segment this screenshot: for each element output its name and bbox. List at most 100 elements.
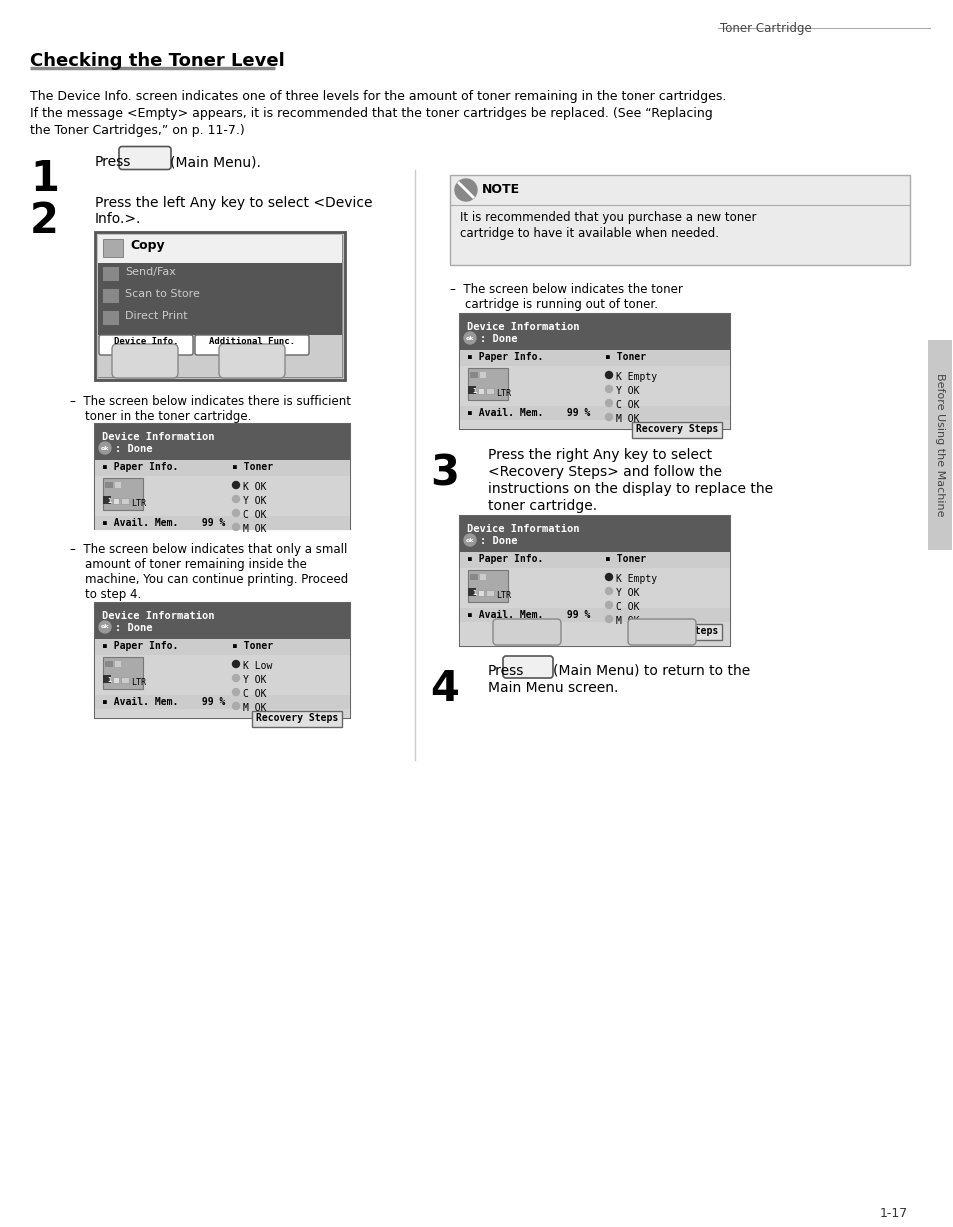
Bar [485,590,494,596]
Bar [112,498,119,504]
Text: : Done: : Done [479,334,517,344]
Text: LTR: LTR [131,499,146,508]
Text: 1: 1 [472,590,476,596]
Bar [479,574,485,580]
Bar [459,517,729,552]
Text: 1: 1 [107,498,112,504]
Text: –  The screen below indicates the toner: – The screen below indicates the toner [450,283,682,296]
Circle shape [605,385,612,393]
Bar [450,175,909,265]
Text: Direct Print: Direct Print [125,310,188,321]
Bar [95,460,350,476]
Bar [470,372,477,378]
Circle shape [99,621,111,633]
Bar [459,609,729,622]
Bar [98,236,341,263]
Text: ▪ Toner: ▪ Toner [604,555,645,564]
Circle shape [233,481,239,488]
Bar [459,350,729,366]
Circle shape [605,616,612,622]
Circle shape [233,509,239,517]
Text: M OK: M OK [616,413,639,425]
Bar [95,232,345,380]
Bar [459,350,729,429]
Text: ▪ Paper Info.: ▪ Paper Info. [102,463,178,472]
Text: to step 4.: to step 4. [70,588,141,601]
Bar [115,482,121,488]
Text: 2: 2 [30,200,59,242]
Text: Recovery Steps: Recovery Steps [636,626,718,636]
Text: Device Information: Device Information [467,524,578,534]
Text: Scan to Store: Scan to Store [125,290,200,299]
FancyBboxPatch shape [194,335,309,355]
Bar [468,571,507,602]
Text: Press: Press [95,155,132,169]
Text: 3: 3 [430,452,458,494]
Text: M OK: M OK [243,524,266,534]
Text: Recovery Steps: Recovery Steps [255,713,337,723]
Text: ▪ Avail. Mem.    99 %: ▪ Avail. Mem. 99 % [467,610,590,620]
Text: ▪ Paper Info.: ▪ Paper Info. [467,352,543,362]
Text: ok: ok [465,537,474,542]
Bar [470,574,477,580]
Bar [103,267,119,281]
Text: –  The screen below indicates there is sufficient: – The screen below indicates there is su… [70,395,351,409]
FancyBboxPatch shape [493,618,560,645]
Text: ▪ Avail. Mem.    99 %: ▪ Avail. Mem. 99 % [467,409,590,418]
Bar [121,677,129,683]
Bar [485,388,494,394]
Bar [95,639,350,718]
Bar [103,675,111,683]
Text: amount of toner remaining inside the: amount of toner remaining inside the [70,558,307,571]
Bar [479,372,485,378]
FancyBboxPatch shape [112,344,178,378]
Text: Main Menu screen.: Main Menu screen. [488,681,618,694]
Text: C OK: C OK [616,400,639,410]
Text: cartridge is running out of toner.: cartridge is running out of toner. [450,298,658,310]
Text: the Toner Cartridges,” on p. 11-7.): the Toner Cartridges,” on p. 11-7.) [30,124,245,137]
Circle shape [605,588,612,595]
Text: ok: ok [101,445,109,450]
Text: (Main Menu) to return to the: (Main Menu) to return to the [553,664,749,679]
Bar [95,425,350,460]
Text: The Device Info. screen indicates one of three levels for the amount of toner re: The Device Info. screen indicates one of… [30,90,725,103]
Bar [115,661,121,667]
Circle shape [605,413,612,421]
Text: ▪ Paper Info.: ▪ Paper Info. [467,555,543,564]
Bar [105,482,112,488]
Bar [103,496,111,504]
Bar [95,639,350,655]
Text: Y OK: Y OK [243,496,266,506]
Bar [459,552,729,568]
Bar [459,552,729,645]
Circle shape [455,179,476,201]
Bar [95,425,350,529]
Text: : Done: : Done [115,444,152,454]
Text: <Recovery Steps> and follow the: <Recovery Steps> and follow the [488,465,721,479]
Text: C OK: C OK [616,602,639,612]
Text: ok: ok [465,335,474,341]
Bar [459,517,729,645]
Text: K Empty: K Empty [616,372,657,382]
Bar [103,239,123,256]
Circle shape [99,442,111,454]
Text: Device Information: Device Information [102,611,214,621]
Bar [95,602,350,639]
Bar [927,340,951,550]
Text: Press the left Any key to select <Device: Press the left Any key to select <Device [95,196,372,210]
Bar [95,460,350,529]
Text: toner in the toner cartridge.: toner in the toner cartridge. [70,410,251,423]
Text: ▪ Toner: ▪ Toner [232,463,273,472]
Text: ▪ Toner: ▪ Toner [604,352,645,362]
Bar [477,388,483,394]
Bar [252,710,341,728]
Text: Info.>.: Info.>. [95,212,141,226]
Text: LTR: LTR [496,591,511,600]
Bar [477,590,483,596]
Circle shape [605,573,612,580]
Bar [98,263,341,335]
Text: Send/Fax: Send/Fax [125,267,175,277]
Circle shape [233,496,239,503]
Bar [631,625,721,640]
Bar [468,387,476,394]
